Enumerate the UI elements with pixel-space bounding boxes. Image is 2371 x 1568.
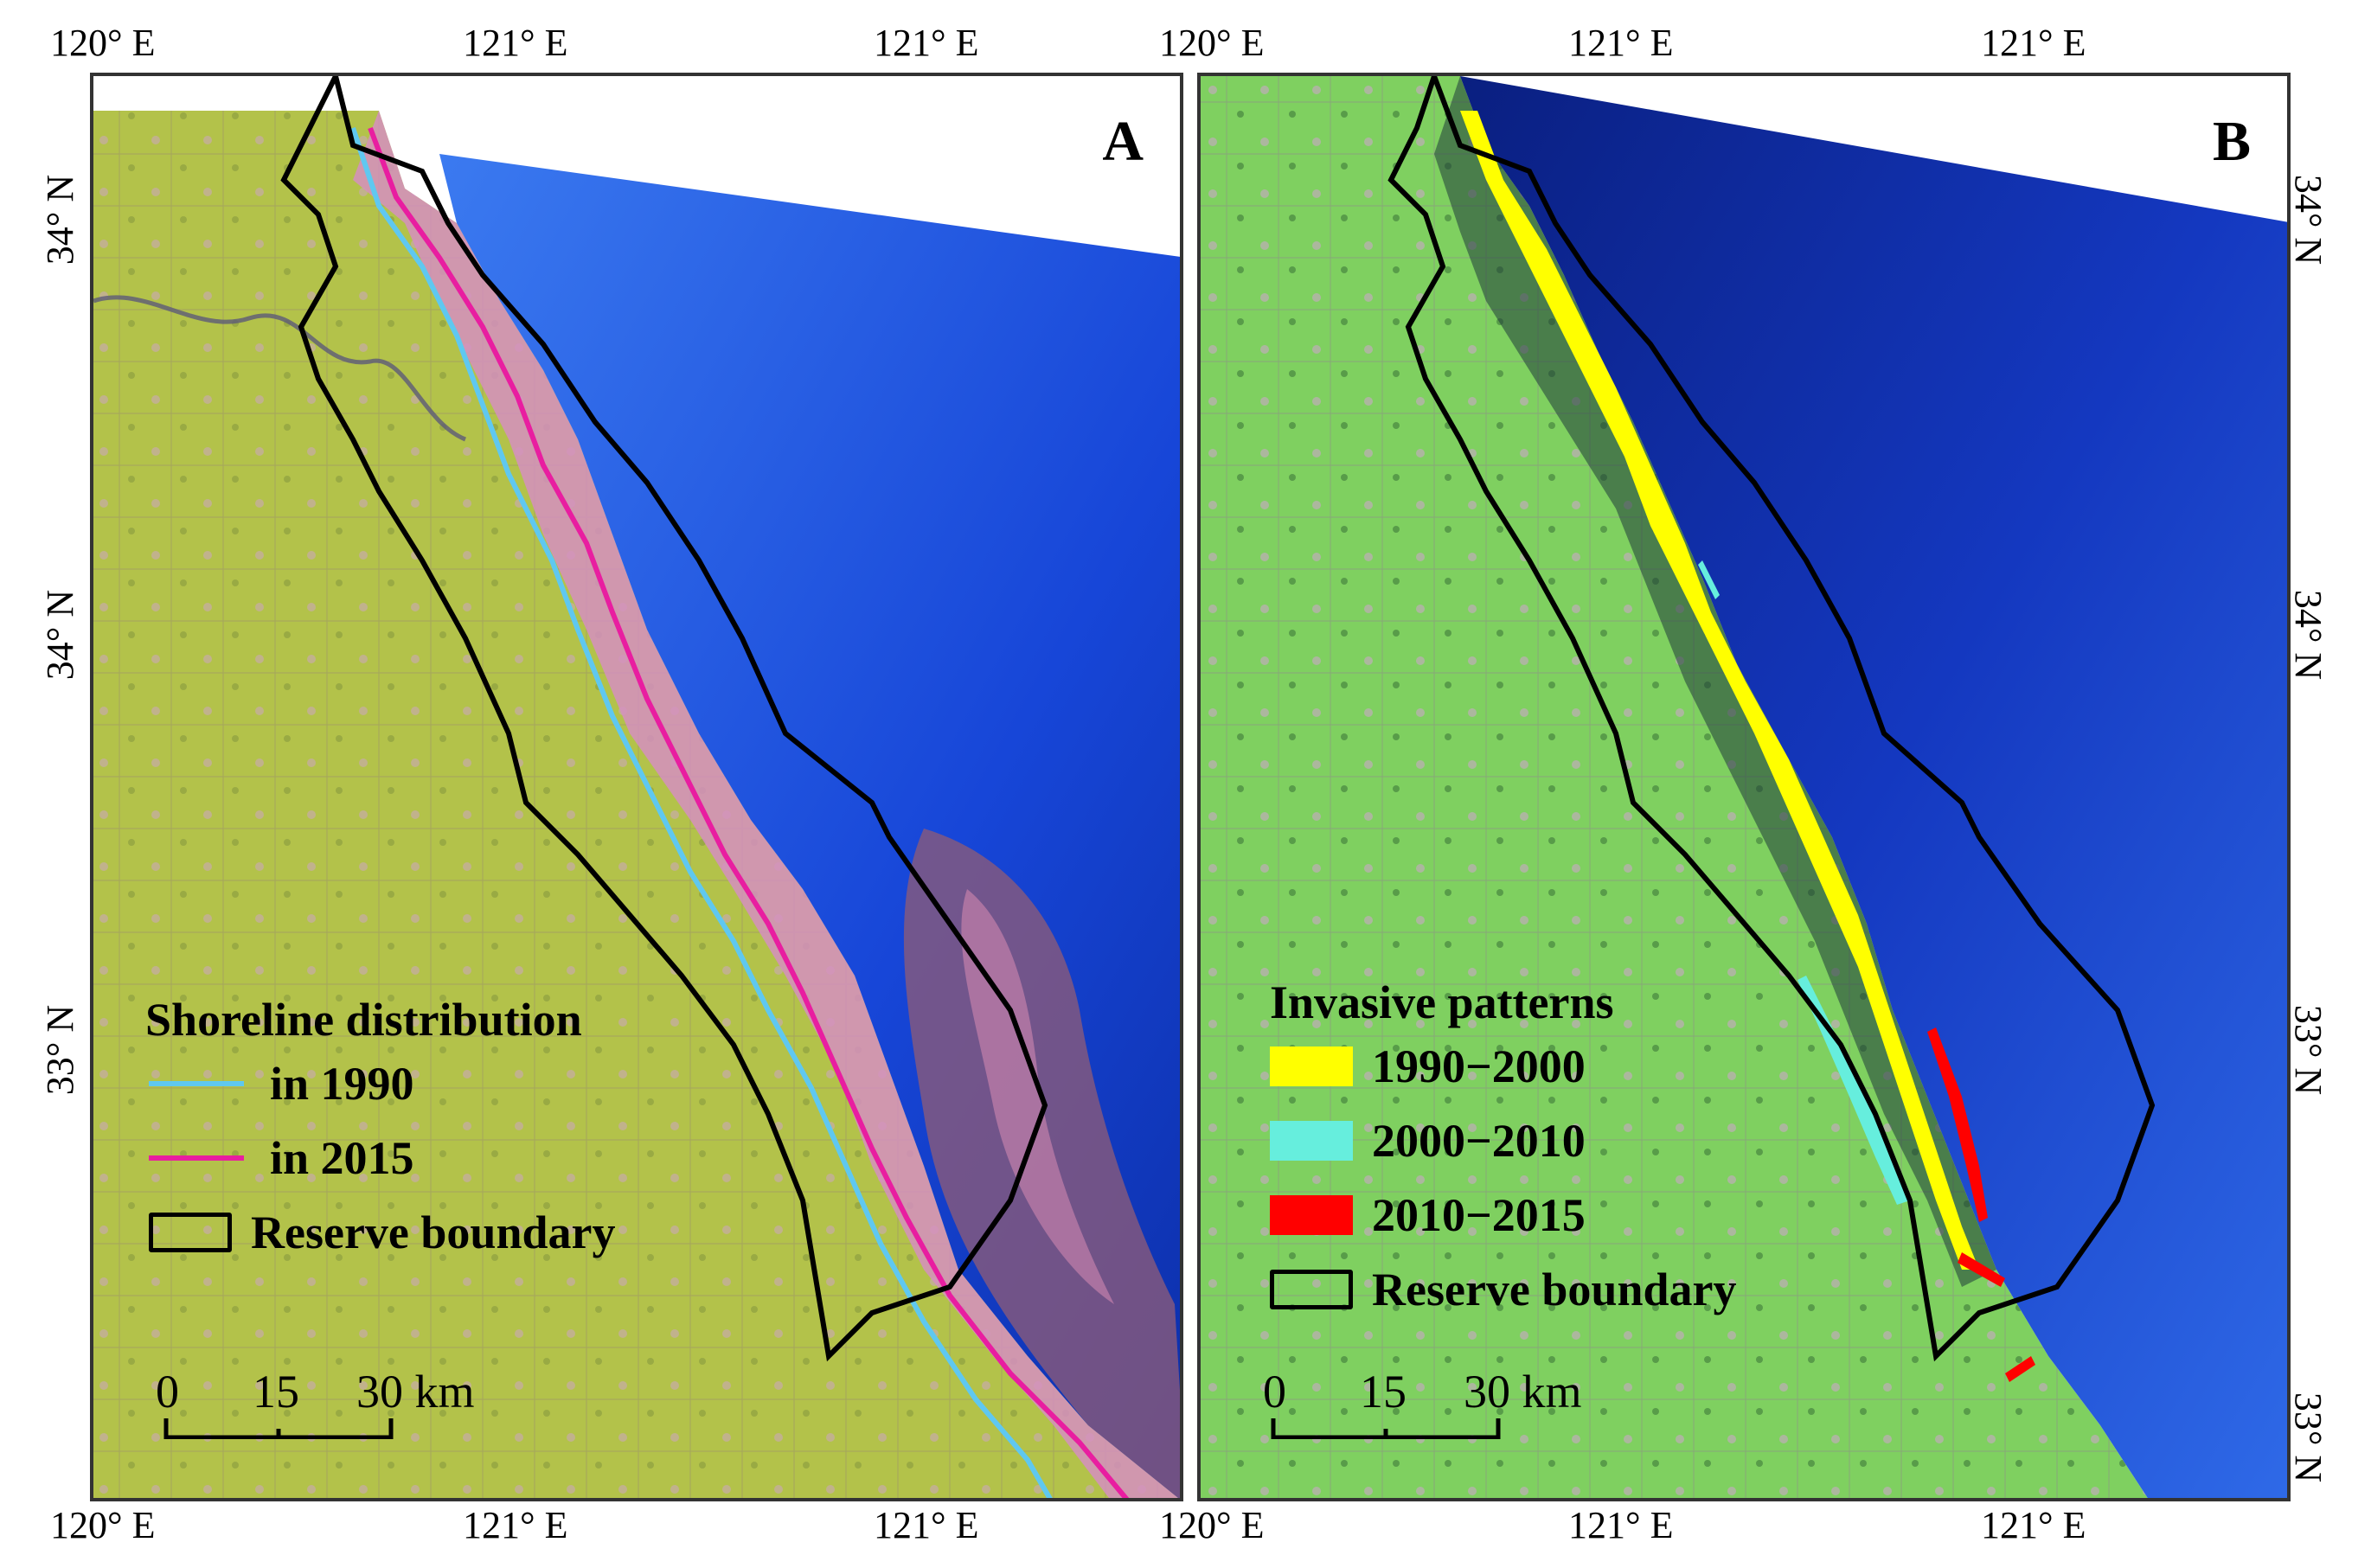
scalebar-a: 0 15 30 km <box>149 1365 475 1443</box>
legend-b-item-1990-2000: 1990−2000 <box>1270 1029 1736 1104</box>
left-lat-label-2: 34° N <box>39 589 82 681</box>
legend-b-label-2000-2010: 2000−2010 <box>1372 1115 1586 1167</box>
bottom-lon-label-a3: 121° E <box>874 1504 979 1546</box>
right-lat-label-1: 34° N <box>2287 174 2330 266</box>
legend-a-item-1990: in 1990 <box>149 1046 615 1121</box>
legend-a: Shoreline distribution in 1990 in 2015 R… <box>145 993 615 1270</box>
legend-a-label-reserve: Reserve boundary <box>251 1206 616 1258</box>
reserve-boundary-swatch-b <box>1270 1270 1353 1309</box>
map-a-image <box>93 76 1180 1498</box>
right-lat-label-4: 33° N <box>2287 1392 2330 1483</box>
legend-b-title: Invasive patterns <box>1270 976 1614 1028</box>
scalebar-b: 0 15 30 km <box>1256 1365 1582 1443</box>
scale-a-bar <box>163 1418 394 1440</box>
shoreline-2015-swatch <box>149 1155 244 1161</box>
top-lon-label-a1: 120° E <box>50 22 156 64</box>
top-lon-label-b2: 121° E <box>1568 22 1674 64</box>
top-lon-label-a2: 121° E <box>463 22 568 64</box>
invasive-1990-2000-swatch <box>1270 1046 1353 1086</box>
legend-a-label-1990: in 1990 <box>270 1058 414 1110</box>
panel-a-letter: A <box>1102 110 1144 173</box>
legend-b-label-1990-2000: 1990−2000 <box>1372 1040 1586 1092</box>
top-lon-label-b3: 121° E <box>1981 22 2086 64</box>
bottom-lon-label-a1: 120° E <box>50 1504 156 1546</box>
legend-b-label-2010-2015: 2010−2015 <box>1372 1189 1586 1241</box>
legend-a-title: Shoreline distribution <box>145 994 582 1046</box>
left-lat-label-1: 34° N <box>39 174 82 266</box>
legend-b-label-reserve: Reserve boundary <box>1372 1264 1737 1315</box>
legend-b-item-2010-2015: 2010−2015 <box>1270 1178 1736 1252</box>
legend-a-label-2015: in 2015 <box>270 1132 414 1184</box>
scale-b-tick-30: 30 km <box>1464 1366 1582 1418</box>
map-b-image <box>1201 76 2287 1498</box>
left-lat-label-3: 33° N <box>39 1004 82 1096</box>
scale-b-bar <box>1271 1418 1501 1440</box>
bottom-lon-label-b2: 121° E <box>1568 1504 1674 1546</box>
invasive-2010-2015-swatch <box>1270 1195 1353 1235</box>
legend-b-item-reserve: Reserve boundary <box>1270 1252 1736 1327</box>
panel-b-letter: B <box>2212 110 2251 173</box>
scale-a-tick-0: 0 <box>156 1366 179 1418</box>
legend-b: Invasive patterns 1990−2000 2000−2010 20… <box>1270 976 1736 1327</box>
top-lon-label-a3: 121° E <box>874 22 979 64</box>
scale-b-tick-15: 15 <box>1360 1366 1407 1418</box>
scale-a-tick-30: 30 km <box>356 1366 475 1418</box>
legend-b-item-2000-2010: 2000−2010 <box>1270 1104 1736 1178</box>
legend-a-item-2015: in 2015 <box>149 1121 615 1195</box>
bottom-lon-label-a2: 121° E <box>463 1504 568 1546</box>
reserve-boundary-swatch-a <box>149 1213 232 1252</box>
scale-a-tick-15: 15 <box>253 1366 299 1418</box>
top-lon-label-b1: 120° E <box>1159 22 1265 64</box>
scale-b-tick-0: 0 <box>1263 1366 1286 1418</box>
map-panel-b: B Invasive patterns 1990−2000 2000−2010 … <box>1197 73 2291 1501</box>
legend-a-item-reserve: Reserve boundary <box>149 1195 615 1270</box>
right-lat-label-3: 33° N <box>2287 1004 2330 1096</box>
right-lat-label-2: 34° N <box>2287 589 2330 681</box>
bottom-lon-label-b1: 120° E <box>1159 1504 1265 1546</box>
bottom-lon-label-b3: 121° E <box>1981 1504 2086 1546</box>
map-panel-a: A Shoreline distribution in 1990 in 2015… <box>90 73 1183 1501</box>
shoreline-1990-swatch <box>149 1081 244 1086</box>
invasive-2000-2010-swatch <box>1270 1121 1353 1161</box>
